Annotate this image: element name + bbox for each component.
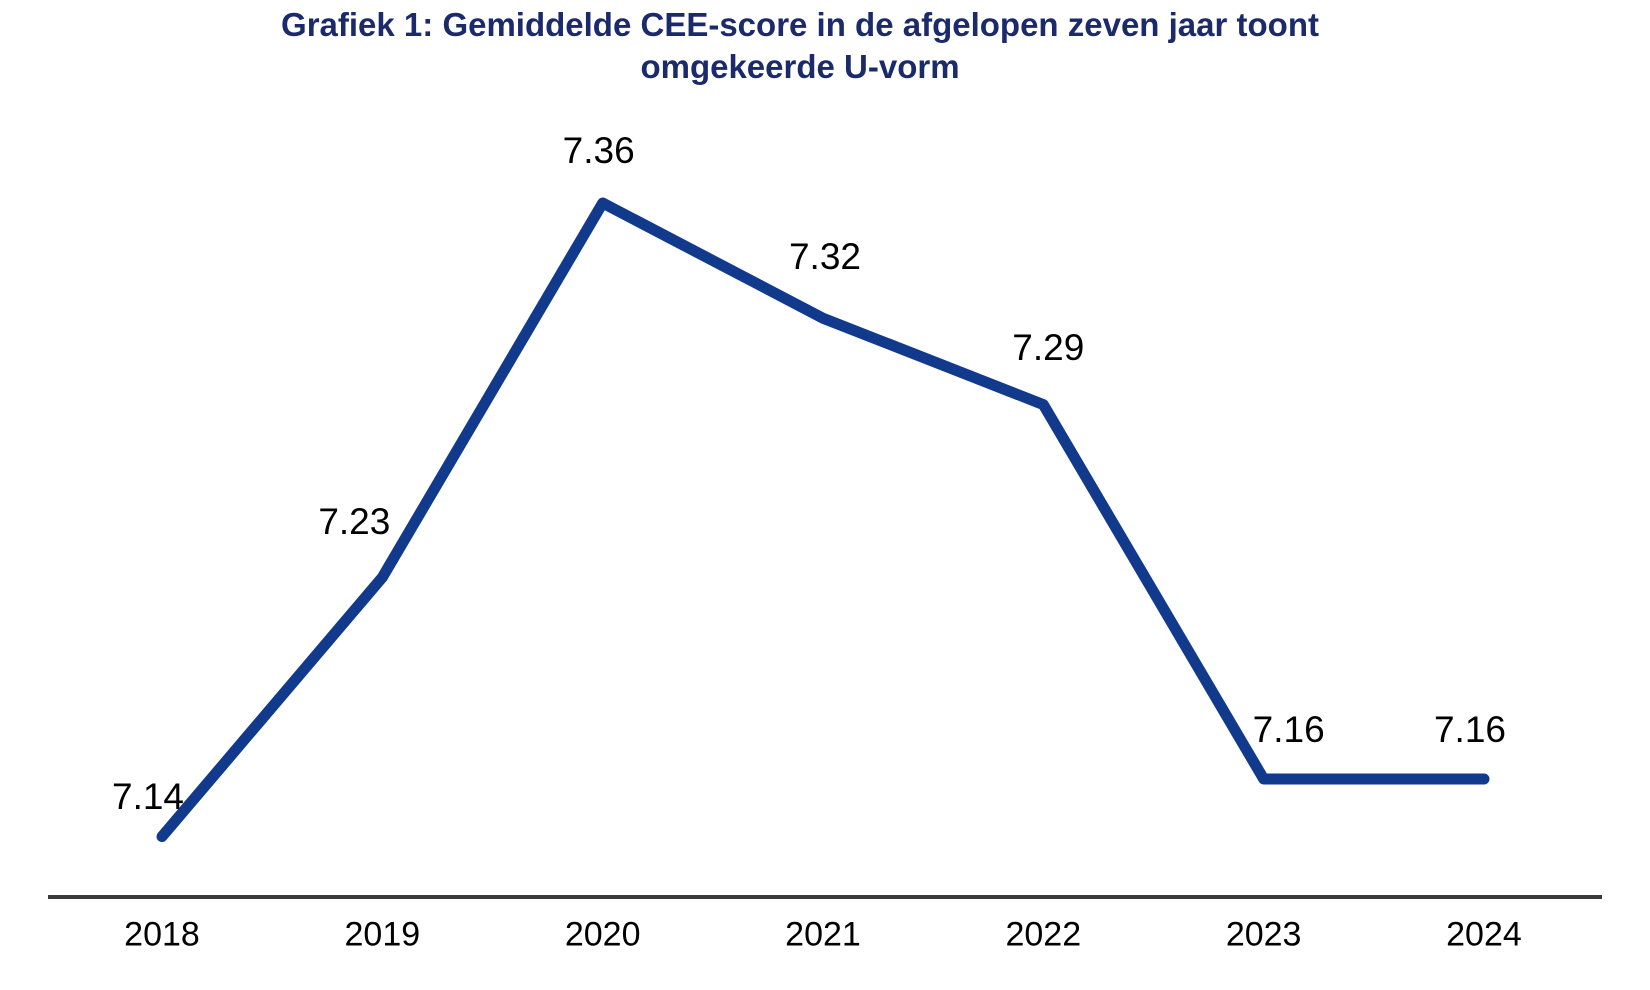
data-label: 7.36 (562, 130, 635, 171)
x-axis-line (48, 895, 1602, 899)
data-label: 7.32 (788, 236, 861, 278)
x-axis-label: 2022 (1005, 915, 1082, 954)
x-axis-label: 2024 (1446, 915, 1522, 954)
chart-title-line-1: Grafiek 1: Gemiddelde CEE-score in de af… (281, 6, 1319, 43)
x-axis-label: 2023 (1225, 915, 1302, 954)
data-label: 7.14 (111, 775, 185, 817)
data-label: 7.16 (1433, 709, 1506, 750)
data-label: 7.16 (1252, 709, 1325, 750)
x-axis-label: 2019 (344, 915, 421, 954)
x-axis-label: 2021 (785, 915, 861, 954)
data-series-line (156, 197, 1490, 843)
chart-title: Grafiek 1: Gemiddelde CEE-score in de af… (0, 4, 1600, 88)
data-label: 7.23 (318, 501, 391, 543)
chart-title-line-2: omgekeerde U-vorm (640, 48, 960, 85)
x-axis-label: 2020 (564, 915, 641, 954)
data-label: 7.29 (1012, 326, 1085, 368)
x-axis-label: 2018 (124, 915, 200, 954)
